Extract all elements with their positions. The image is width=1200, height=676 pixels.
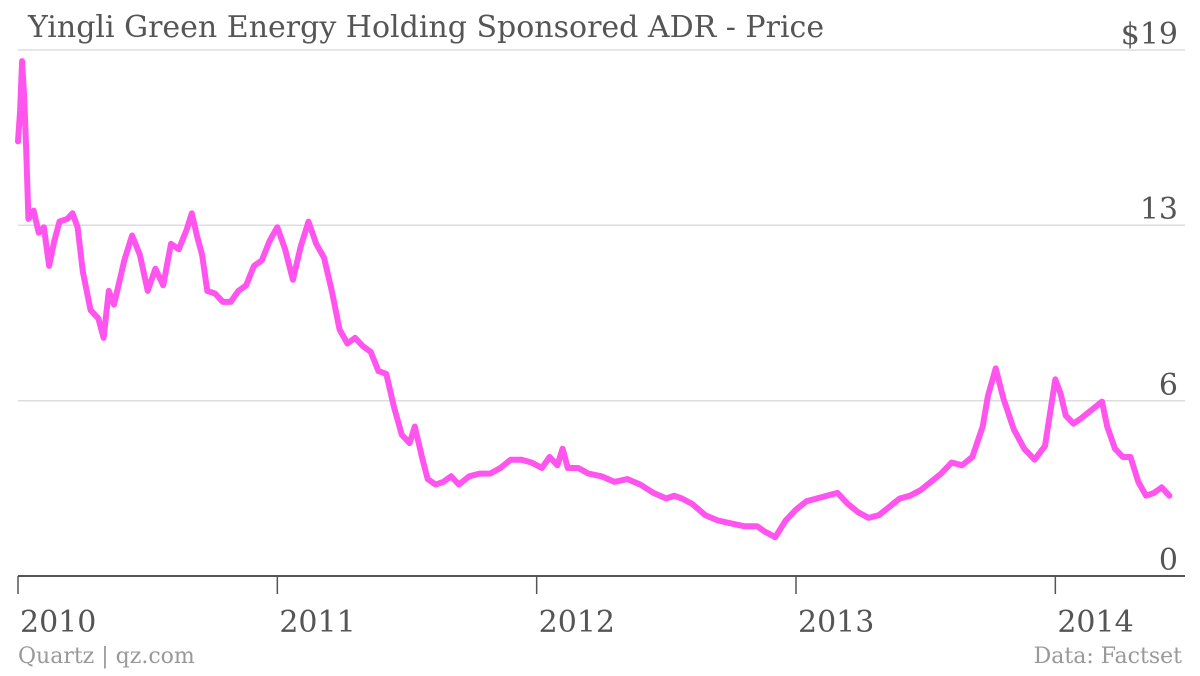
x-tick-label: 2014 (1057, 605, 1133, 640)
price-line-layer (15, 58, 1173, 541)
price-series-line (15, 58, 1173, 541)
grid-lines (18, 49, 1185, 402)
x-tick-label: 2013 (798, 605, 874, 640)
x-tick-labels: 2010 2011 2012 2013 2014 (20, 605, 1134, 640)
x-tick-label: 2011 (279, 605, 355, 640)
x-tick-label: 2012 (539, 605, 615, 640)
y-tick-labels: 0 6 13 $19 (1121, 17, 1178, 578)
y-tick-label: 6 (1159, 368, 1178, 403)
y-tick-label: 13 (1140, 192, 1178, 227)
x-axis (17, 575, 1185, 594)
x-tick-label: 2010 (20, 605, 96, 640)
chart-title: Yingli Green Energy Holding Sponsored AD… (28, 10, 825, 45)
data-source: Data: Factset (1033, 644, 1182, 669)
y-tick-label: $19 (1121, 17, 1178, 52)
source-credit: Quartz | qz.com (18, 644, 195, 669)
y-tick-label: 0 (1159, 543, 1178, 578)
